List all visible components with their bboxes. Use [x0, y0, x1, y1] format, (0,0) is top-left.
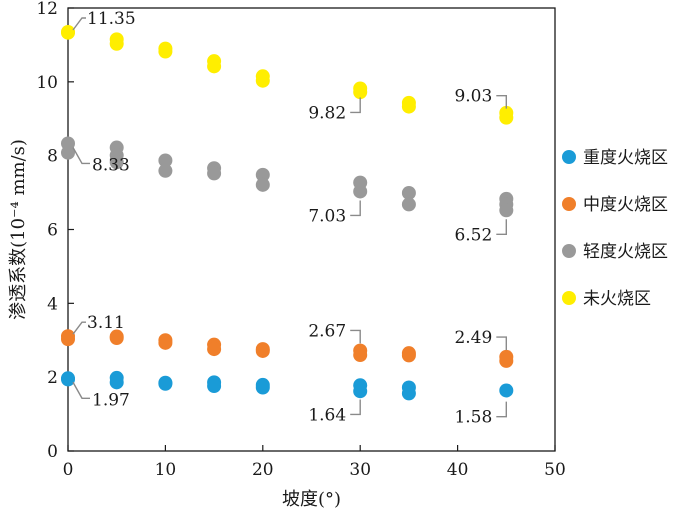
legend-label: 重度火烧区: [583, 148, 668, 168]
data-point: [499, 203, 514, 218]
x-tick-label: 20: [252, 460, 274, 480]
annotation-label: 1.64: [308, 405, 346, 425]
data-point: [207, 379, 222, 394]
x-tick-label: 40: [447, 460, 469, 480]
annotation-leader: [496, 219, 507, 236]
data-point: [109, 331, 124, 346]
x-tick-label: 10: [155, 460, 177, 480]
x-tick-label: 30: [349, 460, 371, 480]
data-point: [158, 376, 173, 391]
data-point: [109, 155, 124, 170]
data-point: [499, 383, 514, 398]
data-point: [207, 59, 222, 74]
data-point: [255, 167, 270, 182]
data-point: [401, 185, 416, 200]
annotation-leader: [350, 399, 361, 416]
data-point: [255, 380, 270, 395]
data-point: [353, 85, 368, 100]
annotation-leader: [350, 97, 361, 114]
legend-label: 轻度火烧区: [583, 242, 668, 262]
y-tick-label: 8: [47, 147, 58, 167]
annotation-leader: [496, 401, 507, 418]
annotation-label: 8.33: [92, 155, 130, 175]
data-point: [158, 335, 173, 350]
annotation-label: 9.03: [454, 87, 492, 107]
annotation-label: 7.03: [308, 206, 346, 226]
y-tick-label: 2: [47, 368, 58, 388]
data-point: [255, 73, 270, 88]
y-tick-label: 10: [36, 73, 58, 93]
x-tick-label: 50: [544, 460, 566, 480]
legend-label: 中度火烧区: [583, 195, 668, 215]
data-point: [109, 375, 124, 390]
annotation-label: 2.49: [454, 328, 492, 348]
data-point: [61, 145, 75, 160]
legend-marker: [562, 150, 576, 164]
annotation-label: 2.67: [308, 321, 346, 341]
data-point: [353, 348, 368, 363]
annotation-leader: [350, 329, 361, 344]
legend-marker: [562, 291, 576, 305]
data-point: [499, 353, 514, 368]
data-point: [499, 110, 514, 125]
legend-marker: [562, 197, 576, 211]
y-tick-label: 0: [47, 442, 58, 462]
annotation-leader: [72, 147, 90, 165]
data-point: [401, 99, 416, 114]
data-point: [158, 153, 173, 168]
annotations-layer: 11.35 8.33 3.11 1.97 9.82 7.03 2.67 1.64 9.03 6.5…: [72, 9, 507, 428]
annotation-leader: [350, 200, 361, 217]
data-point: [207, 342, 222, 357]
annotation-label: 1.58: [454, 408, 492, 428]
y-tick-label: 6: [47, 221, 58, 241]
data-point: [207, 166, 222, 181]
annotation-leader: [72, 17, 86, 31]
x-tick-label: 0: [63, 460, 74, 480]
annotation-label: 1.97: [92, 390, 130, 410]
points-layer: [61, 24, 514, 401]
annotation-leader: [496, 94, 507, 109]
data-point: [353, 384, 368, 399]
data-point: [109, 36, 124, 51]
data-point: [61, 25, 75, 40]
data-point: [158, 163, 173, 178]
data-point: [61, 372, 75, 387]
x-axis-title: 坡度(°): [282, 489, 341, 510]
annotation-label: 6.52: [454, 225, 492, 245]
data-point: [61, 332, 75, 347]
data-point: [158, 44, 173, 59]
axes-layer: 0 10 20 30 40 50 0 2 4 6 8 10 12: [36, 0, 565, 480]
legend-marker: [562, 244, 576, 258]
annotation-label: 9.82: [308, 103, 346, 123]
annotation-leader: [496, 336, 507, 351]
data-point: [401, 348, 416, 363]
data-point: [401, 197, 416, 212]
data-point: [255, 343, 270, 358]
annotation-leader: [72, 321, 86, 335]
data-point: [353, 184, 368, 199]
y-tick-label: 12: [36, 0, 58, 19]
y-tick-label: 4: [47, 294, 58, 314]
annotation-label: 3.11: [87, 313, 125, 333]
annotation-label: 11.35: [87, 9, 136, 29]
y-axis-title: 渗透系数(10⁻⁴ mm/s): [8, 139, 29, 320]
legend-label: 未火烧区: [583, 289, 651, 309]
annotation-leader: [72, 381, 90, 399]
data-point: [255, 177, 270, 192]
data-point: [401, 386, 416, 401]
